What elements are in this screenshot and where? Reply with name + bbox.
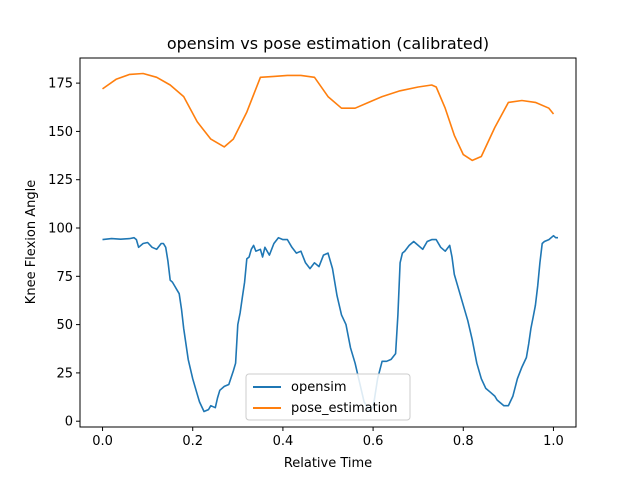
y-tick-label: 100 [48, 222, 73, 237]
x-tick-label: 0.2 [182, 434, 203, 449]
axes-frame [79, 57, 577, 428]
y-axis-label: Knee Flexion Angle [24, 180, 39, 304]
x-axis-label: Relative Time [284, 456, 372, 471]
y-tick-label: 0 [65, 415, 73, 430]
x-tick-label: 0.6 [363, 434, 384, 449]
x-tick-label: 1.0 [543, 434, 564, 449]
legend: opensim pose_estimation [245, 373, 411, 421]
x-tick-label: 0.4 [273, 434, 294, 449]
series-line-pose-estimation [102, 72, 555, 162]
y-axis-ticks: 0 25 50 75 100 125 150 175 [48, 77, 80, 430]
x-tick-label: 0.8 [453, 434, 474, 449]
legend-box [245, 373, 411, 421]
plot-area [79, 57, 577, 428]
y-tick-label: 150 [48, 125, 73, 140]
y-tick-label: 125 [48, 173, 73, 188]
y-tick-label: 175 [48, 77, 73, 92]
series-line-opensim [102, 234, 558, 413]
y-tick-label: 75 [56, 270, 73, 285]
legend-label-pose-estimation: pose_estimation [291, 401, 398, 416]
y-tick-label: 25 [56, 366, 73, 381]
series-layer [102, 72, 558, 413]
x-axis-ticks: 0.0 0.2 0.4 0.6 0.8 1.0 [92, 427, 564, 449]
legend-label-opensim: opensim [291, 380, 347, 395]
y-tick-label: 50 [56, 318, 73, 333]
chart-title: opensim vs pose estimation (calibrated) [167, 34, 489, 53]
x-tick-label: 0.0 [92, 434, 113, 449]
